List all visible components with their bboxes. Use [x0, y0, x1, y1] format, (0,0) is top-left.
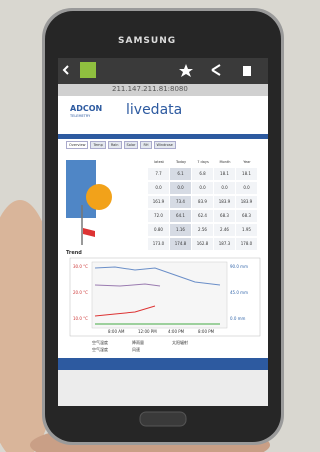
cell: 1.95	[236, 224, 257, 236]
cell: 174.8	[170, 238, 191, 250]
cell: 0.0	[236, 182, 257, 194]
column-header: 7 days	[192, 160, 214, 164]
cell: 64.1	[170, 210, 191, 222]
logo: ADCON	[70, 104, 102, 113]
cell: 7.7	[148, 168, 169, 180]
time-label: 8:00 AM	[108, 329, 124, 334]
tab[interactable]: Windrose	[154, 141, 176, 149]
url: 211.147.211.81:8080	[112, 85, 188, 93]
tab[interactable]: Rain	[108, 141, 122, 149]
tab[interactable]: RH	[140, 141, 151, 149]
legend-item: 降雨量	[132, 340, 144, 346]
cell: 2.56	[192, 224, 213, 236]
trend-title: Trend	[66, 250, 82, 256]
cell: 0.0	[214, 182, 235, 194]
cell: 68.3	[214, 210, 235, 222]
cell: 173.0	[148, 238, 169, 250]
column-header: latest	[148, 160, 170, 164]
axis-label-left: 20.0 °C	[73, 290, 88, 295]
cell: 83.9	[192, 196, 213, 208]
cell: 1.16	[170, 224, 191, 236]
cell: 178.0	[236, 238, 257, 250]
time-label: 4:00 PM	[168, 329, 184, 334]
cell: 68.3	[236, 210, 257, 222]
axis-label-right: 0.0 mm	[230, 316, 245, 321]
plot-area	[92, 262, 227, 328]
time-label: 12:00 PM	[138, 329, 157, 334]
photo: {"phone":{"brand":"SAMSUNG"}, "browser":…	[0, 0, 304, 452]
sun	[86, 184, 112, 210]
cell: 0.0	[170, 182, 191, 194]
cell: 187.3	[214, 238, 235, 250]
product: livedata	[126, 102, 182, 118]
favicon	[80, 62, 96, 78]
cell: 0.80	[148, 224, 169, 236]
tab[interactable]: Solar	[124, 141, 139, 149]
legend-item: 风速	[132, 347, 140, 353]
legend-item: 空气湿度	[92, 347, 108, 353]
tab[interactable]: Temp	[90, 141, 105, 149]
cell: 162.8	[192, 238, 213, 250]
legend-item: 空气温度	[92, 340, 108, 346]
axis-label-right: 90.0 mm	[230, 264, 248, 269]
axis-label-right: 45.0 mm	[230, 290, 248, 295]
cell: 183.9	[236, 196, 257, 208]
cell: 0.0	[192, 182, 213, 194]
delete-icon[interactable]	[243, 66, 251, 76]
cell: 2.46	[214, 224, 235, 236]
cell: 18.1	[236, 168, 257, 180]
brand: SAMSUNG	[118, 36, 176, 46]
nav-bar	[58, 134, 268, 139]
cell: 6.1	[170, 168, 191, 180]
column-header: Month	[214, 160, 236, 164]
cell: 73.4	[170, 196, 191, 208]
cell: 0.0	[148, 182, 169, 194]
legend-item: 太阳辐射	[172, 340, 188, 346]
tab[interactable]: Overview	[66, 141, 88, 149]
cell: 72.0	[148, 210, 169, 222]
column-header: Year	[236, 160, 258, 164]
axis-label-left: 30.0 °C	[73, 264, 88, 269]
cell: 161.9	[148, 196, 169, 208]
logo-sub: TELEMETRY	[70, 114, 90, 118]
footer-bar	[58, 358, 268, 370]
axis-label-left: 10.0 °C	[73, 316, 88, 321]
time-label: 8:00 PM	[198, 329, 214, 334]
cell: 183.9	[214, 196, 235, 208]
cell: 18.1	[214, 168, 235, 180]
cell: 6.8	[192, 168, 213, 180]
column-header: Today	[170, 160, 192, 164]
cell: 62.4	[192, 210, 213, 222]
home-button[interactable]	[140, 412, 186, 426]
